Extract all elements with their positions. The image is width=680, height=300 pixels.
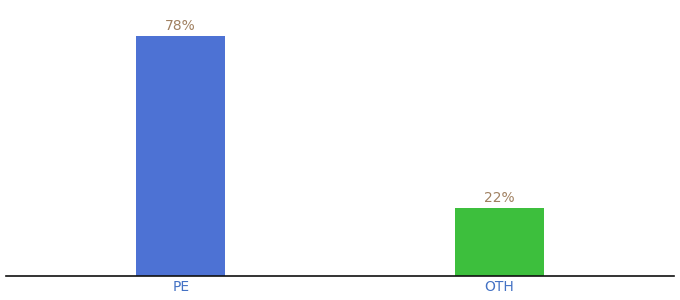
Text: 22%: 22% xyxy=(484,191,515,205)
Text: 78%: 78% xyxy=(165,19,196,33)
Bar xyxy=(136,36,225,276)
Bar xyxy=(455,208,544,276)
